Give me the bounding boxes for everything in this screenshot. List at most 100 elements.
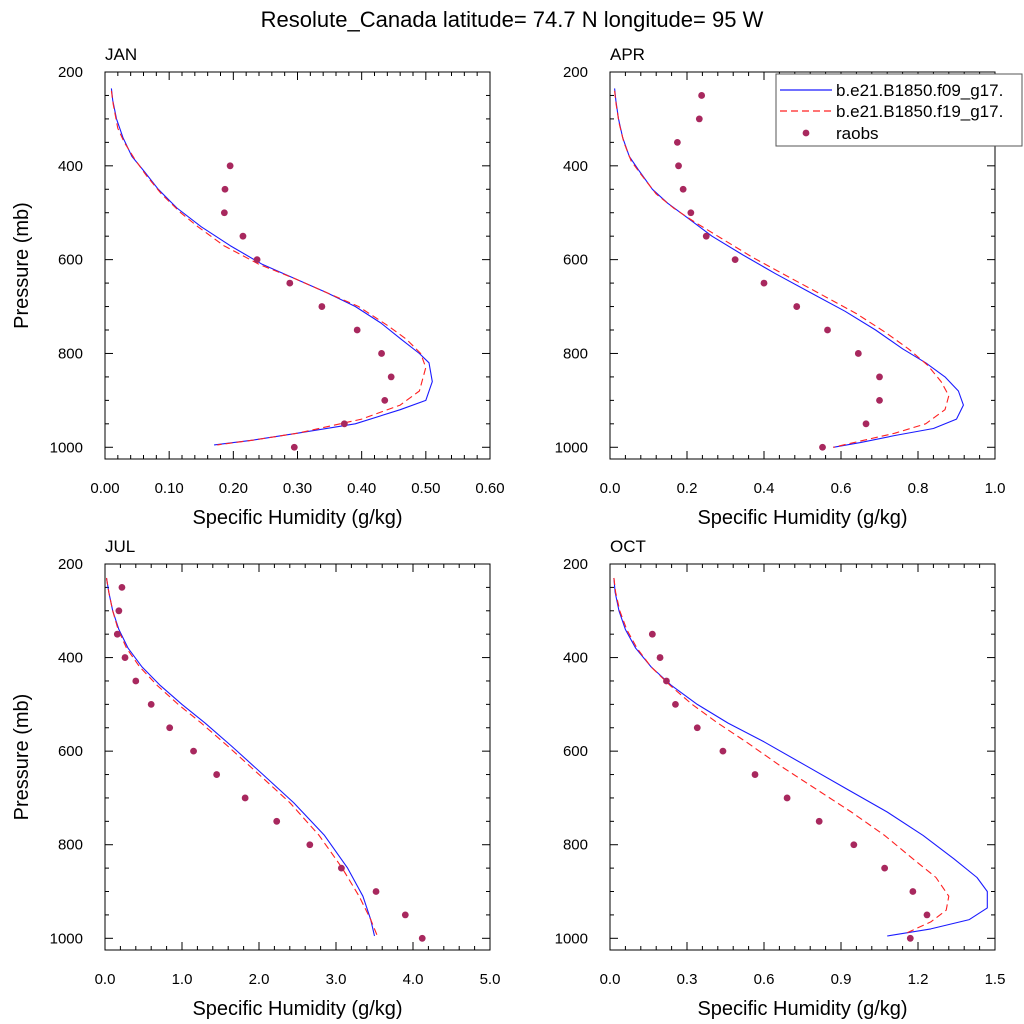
x-axis-label: Specific Humidity (g/kg): [192, 998, 402, 1020]
x-tick-label: 0.0: [600, 480, 621, 497]
x-tick-label: 3.0: [326, 971, 347, 988]
raobs-point: [115, 607, 123, 615]
x-tick-label: 1.2: [908, 971, 929, 988]
raobs-point: [909, 888, 917, 895]
raobs-point: [862, 420, 870, 428]
y-tick-label: 800: [58, 837, 83, 854]
y-tick-label: 400: [58, 158, 83, 175]
raobs-point: [648, 630, 656, 638]
x-tick-label: 0.6: [831, 480, 852, 497]
raobs-point: [850, 841, 858, 849]
plot-frame: [609, 563, 996, 951]
y-tick-label: 600: [563, 743, 588, 760]
legend-entry: b.e21.B1850.f09_g17.: [836, 81, 1003, 100]
raobs-point: [923, 911, 931, 919]
raobs-point: [679, 185, 687, 193]
x-tick-label: 0.9: [831, 971, 852, 988]
x-tick-label: 0.6: [754, 971, 775, 988]
raobs-point: [815, 817, 823, 825]
raobs-point: [876, 396, 883, 404]
raobs-point: [286, 279, 294, 287]
x-tick-label: 0.3: [677, 971, 698, 988]
y-axis-label: Pressure (mb): [11, 202, 33, 329]
x-tick-label: 0.50: [411, 480, 440, 497]
raobs-point: [881, 864, 889, 872]
legend-box: [775, 73, 1023, 147]
raobs-point: [819, 443, 826, 451]
raobs-point: [121, 654, 129, 661]
x-tick-label: 2.0: [249, 971, 270, 988]
panel-jan: JAN 0.00 0.10 0.20 0.30 0.40 0.50 0.60 200 400 600…: [11, 45, 505, 529]
raobs-point: [220, 209, 228, 217]
x-tick-label: 0.4: [754, 480, 775, 497]
raobs-point: [166, 724, 174, 732]
raobs-point: [656, 654, 664, 661]
series-raobs: [648, 630, 931, 942]
x-axis-label: Specific Humidity (g/kg): [192, 507, 402, 529]
raobs-point: [273, 817, 281, 825]
raobs-point: [290, 443, 298, 451]
x-tick-label: 1.0: [172, 971, 193, 988]
raobs-point: [906, 934, 914, 942]
y-tick-label: 800: [563, 345, 588, 362]
raobs-point: [387, 373, 395, 381]
y-tick-label: 1000: [555, 439, 588, 456]
raobs-point: [702, 232, 710, 240]
raobs-point: [854, 350, 862, 357]
raobs-point: [824, 326, 831, 334]
raobs-point: [418, 934, 426, 942]
raobs-point: [675, 162, 682, 170]
y-tick-label: 600: [58, 743, 83, 760]
raobs-point: [672, 700, 679, 708]
y-tick-label: 200: [563, 556, 588, 573]
panel-oct: OCT 0.0 0.3 0.6 0.9 1.2 1.5 200 400 600 800 1000 Spe…: [555, 537, 1006, 1020]
series-f19-line: [110, 90, 427, 446]
legend: b.e21.B1850.f09_g17. b.e21.B1850.f19_g17.…: [775, 73, 1023, 147]
series-f09-line: [110, 88, 433, 446]
figure-title: Resolute_Canada latitude= 74.7 N longitu…: [261, 7, 764, 32]
raobs-point: [693, 724, 701, 732]
raobs-point: [719, 747, 727, 755]
legend-entry: b.e21.B1850.f19_g17.: [836, 102, 1003, 121]
panel-apr: APR 0.0 0.2 0.4 0.6 0.8 1.0 200 400 600 800 1000 Spe…: [555, 45, 1006, 529]
plot-frame: [609, 71, 996, 460]
x-tick-label: 0.60: [475, 480, 504, 497]
x-tick-label: 1.0: [985, 480, 1006, 497]
raobs-point: [793, 303, 801, 310]
raobs-point: [876, 373, 883, 381]
y-tick-label: 400: [58, 650, 83, 667]
panel-title: OCT: [610, 537, 646, 556]
raobs-point: [760, 279, 768, 287]
legend-entry: raobs: [836, 124, 879, 143]
raobs-point: [213, 771, 221, 778]
series-f19-line: [614, 90, 950, 448]
plot-frame: [104, 563, 491, 951]
panel-title: APR: [610, 45, 645, 64]
raobs-point: [147, 700, 155, 708]
raobs-point: [378, 350, 385, 357]
panel-jul: JUL 0.0 1.0 2.0 3.0 4.0 5.0 200 400 600 800 1000 Spe…: [11, 537, 500, 1020]
raobs-point: [306, 841, 314, 849]
x-tick-label: 0.00: [90, 480, 119, 497]
raobs-point: [113, 630, 121, 638]
series-raobs: [113, 583, 426, 942]
y-tick-label: 400: [563, 650, 588, 667]
x-tick-label: 0.10: [155, 480, 184, 497]
raobs-point: [241, 794, 249, 802]
raobs-point: [663, 677, 670, 685]
y-tick-label: 200: [58, 64, 83, 81]
y-tick-label: 600: [563, 252, 588, 269]
x-tick-label: 4.0: [403, 971, 424, 988]
x-axis-label: Specific Humidity (g/kg): [697, 998, 907, 1020]
x-tick-label: 0.40: [347, 480, 376, 497]
x-tick-label: 0.30: [283, 480, 312, 497]
raobs-point: [673, 138, 681, 146]
raobs-point: [190, 747, 197, 755]
y-tick-label: 800: [563, 837, 588, 854]
y-tick-label: 400: [563, 158, 588, 175]
y-tick-label: 600: [58, 252, 83, 269]
raobs-point: [751, 771, 759, 778]
plot-frame: [104, 71, 491, 460]
raobs-point: [132, 677, 140, 685]
raobs-point: [695, 115, 703, 123]
